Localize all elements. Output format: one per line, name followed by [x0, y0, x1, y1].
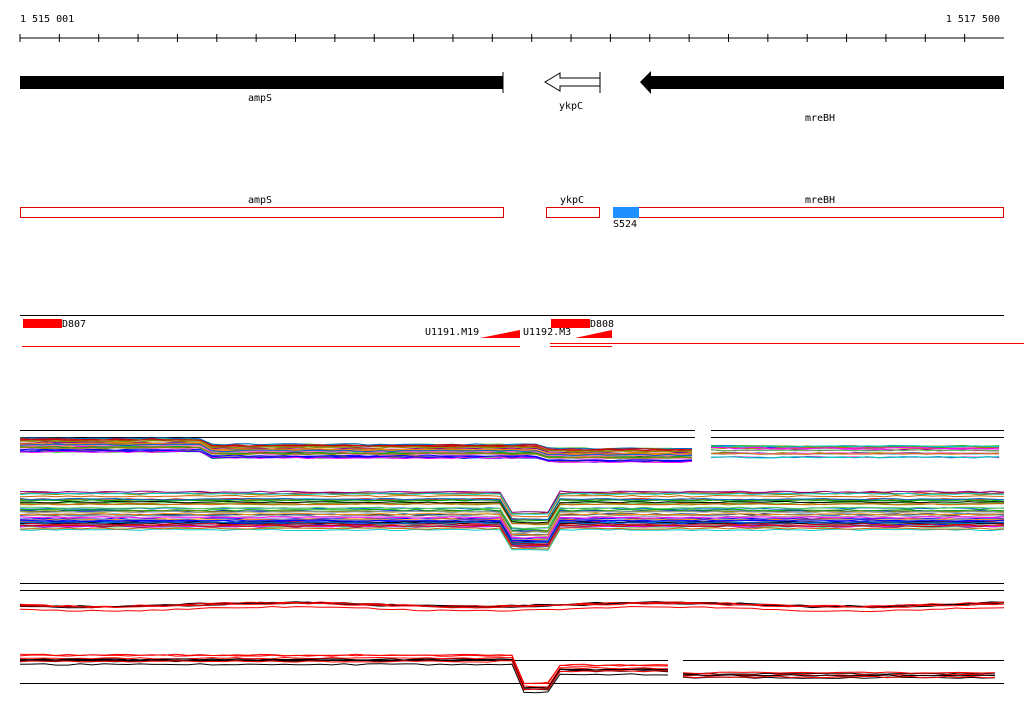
- trace: [19, 514, 1005, 538]
- trace: [19, 506, 1005, 530]
- trace: [19, 500, 1005, 524]
- trace: [711, 446, 1000, 450]
- feature-label: U1192.M3: [523, 327, 571, 338]
- trace: [710, 449, 999, 452]
- trace: [19, 443, 693, 457]
- trace: [19, 601, 1005, 608]
- gene-label: ykpC: [559, 101, 583, 112]
- trace: [19, 658, 669, 689]
- trace: [19, 440, 693, 453]
- trace: [19, 605, 1005, 613]
- trace: [710, 452, 1000, 455]
- feature-label: D807: [62, 319, 86, 330]
- ruler-ticks: [19, 34, 966, 42]
- feature-ramp: [480, 330, 520, 338]
- trace: [19, 492, 1005, 515]
- trace: [682, 671, 996, 674]
- ruler: 1 515 001 1 517 500: [19, 14, 1004, 42]
- trace: [19, 524, 1004, 547]
- trace: [19, 494, 1005, 518]
- trace: [19, 660, 668, 691]
- trace: [19, 521, 1005, 544]
- gene-box-track: ampS ykpC mreBH S524: [20, 195, 1004, 230]
- trace: [19, 519, 1005, 542]
- feature-label: U1191.M19: [425, 327, 479, 338]
- ruler-start: 1 515 001: [20, 14, 74, 25]
- trace: [19, 663, 669, 694]
- trace: [19, 510, 1005, 534]
- trace: [19, 602, 1005, 609]
- trace: [682, 675, 995, 679]
- feature-label: D808: [590, 319, 614, 330]
- ruler-end: 1 517 500: [946, 14, 1000, 25]
- trace: [682, 672, 996, 675]
- trace: [19, 516, 1005, 539]
- gene-track: ampS ykpC mreBH: [20, 71, 1004, 124]
- trace: [19, 654, 669, 685]
- trace: [710, 456, 1000, 459]
- trace-tracks: [19, 430, 1005, 694]
- gene-box-label: ykpC: [560, 195, 584, 206]
- gene-arrow: [544, 72, 601, 92]
- trace: [19, 437, 692, 450]
- feature-ramp: [575, 330, 612, 338]
- site-label: S524: [613, 219, 637, 230]
- trace: [19, 438, 693, 451]
- gene-arrow: [640, 71, 1004, 94]
- trace: [20, 656, 669, 688]
- gene-box-label: ampS: [248, 195, 272, 206]
- trace: [19, 450, 693, 463]
- feature-bar: [23, 319, 62, 328]
- trace: [19, 502, 1004, 525]
- site-box: [613, 207, 639, 218]
- trace: [19, 490, 1005, 513]
- gene-box-label: mreBH: [805, 195, 835, 206]
- trace: [19, 446, 693, 459]
- gene-box: [20, 207, 504, 218]
- trace: [19, 527, 1005, 550]
- feature-track: D807 U1191.M19 U1192.M3 D808: [20, 315, 1024, 347]
- trace: [682, 674, 996, 677]
- gene-label: ampS: [248, 93, 272, 104]
- trace: [20, 499, 1005, 522]
- gene-label: mreBH: [805, 113, 835, 124]
- trace: [19, 528, 1005, 551]
- gene-box: [546, 207, 600, 218]
- trace: [19, 497, 1005, 521]
- gene-arrow: [20, 76, 503, 89]
- trace: [19, 512, 1005, 536]
- trace: [710, 452, 1000, 455]
- trace: [19, 449, 693, 462]
- trace: [19, 442, 693, 455]
- feature-bar: [551, 319, 590, 328]
- trace: [19, 439, 693, 452]
- gene-box: [613, 207, 1004, 218]
